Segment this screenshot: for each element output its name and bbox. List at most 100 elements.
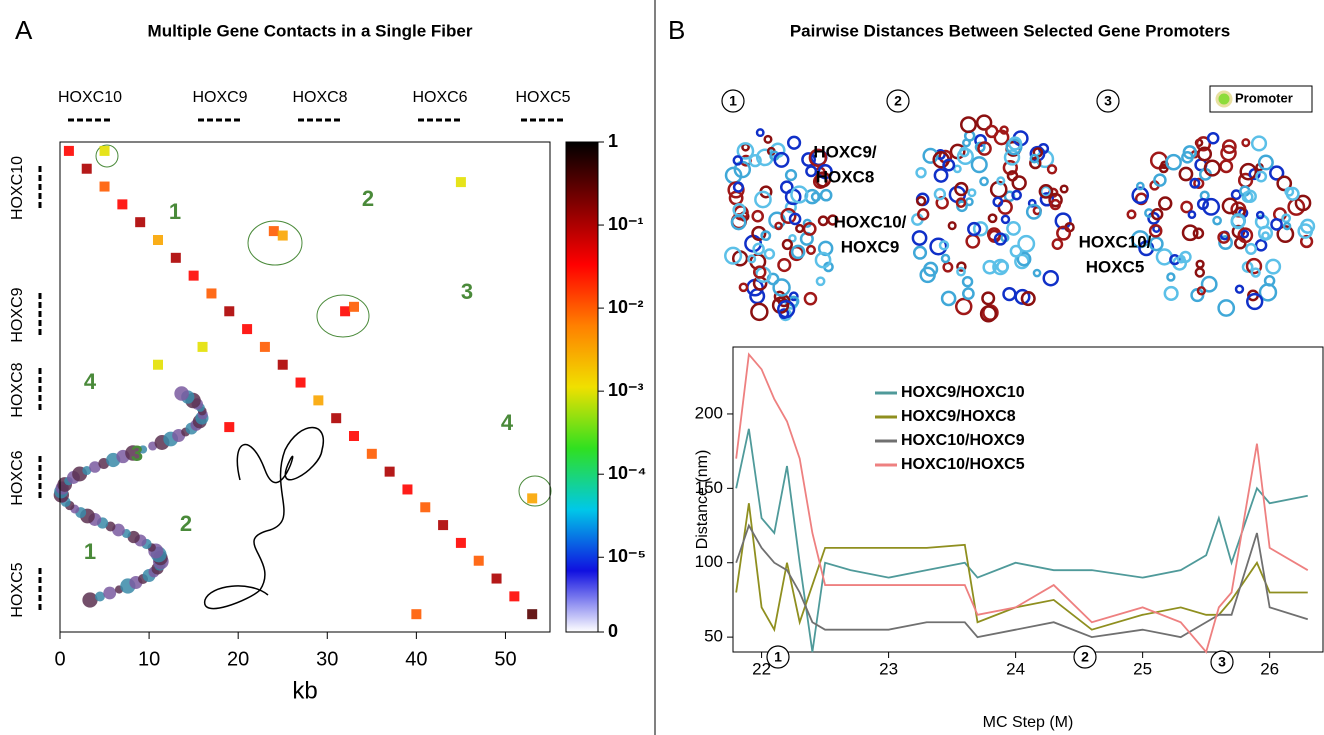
bead (1218, 235, 1234, 251)
bead (1049, 198, 1062, 211)
bead (911, 230, 928, 246)
bead (1282, 221, 1292, 231)
snapshot-label: 1 (729, 93, 737, 109)
bead (751, 225, 767, 241)
contact-cell (313, 395, 324, 406)
contact-cell (384, 466, 395, 477)
bead (1158, 163, 1169, 174)
bead (981, 291, 996, 306)
bead (1163, 285, 1179, 301)
colorbar-label: 0 (608, 621, 618, 641)
contact-cell (117, 199, 128, 210)
gene-label: HOXC9 (9, 287, 26, 342)
bead (805, 165, 818, 178)
region-label: 1 (84, 539, 96, 564)
bead (1217, 230, 1231, 244)
bead (732, 155, 743, 166)
contact-cell (277, 230, 288, 241)
bead (977, 141, 992, 156)
x-tick-label: 0 (54, 648, 65, 670)
colorbar-label: 10⁻² (608, 297, 644, 317)
contact-cell (224, 422, 235, 433)
contact-cell (295, 377, 306, 388)
bead (1285, 186, 1300, 201)
bead (956, 261, 967, 272)
bead (1269, 165, 1285, 181)
bead (1294, 194, 1312, 212)
title: Multiple Gene Contacts in a Single Fiber (148, 21, 473, 40)
contact-cell (242, 324, 253, 335)
bead (780, 207, 797, 225)
bead (763, 248, 776, 260)
pair-label: HOXC5 (1086, 257, 1145, 276)
series-line (735, 352, 1309, 654)
series-line (735, 523, 1309, 639)
bead (138, 445, 148, 454)
contact-cell (402, 484, 413, 495)
contact-cell (509, 591, 520, 602)
snapshot-circle (1096, 89, 1120, 113)
bead (1246, 292, 1264, 311)
bead (1181, 151, 1194, 164)
x-tick-label: 26 (1260, 659, 1279, 678)
bead (786, 135, 802, 150)
bead (817, 215, 829, 227)
bead (1255, 210, 1265, 220)
bead (1219, 159, 1234, 174)
bead (1009, 244, 1023, 258)
bead (979, 176, 989, 187)
bead (1230, 214, 1246, 230)
bead (970, 156, 988, 174)
bead (103, 586, 117, 600)
bead (777, 300, 796, 319)
bead (730, 214, 747, 231)
snapshot-circle (886, 89, 910, 113)
series-line (735, 503, 1308, 633)
bead (1011, 189, 1022, 201)
bead (985, 124, 999, 139)
bead (1196, 286, 1207, 296)
bead (958, 146, 970, 158)
bead (940, 290, 957, 307)
bead (993, 232, 1008, 246)
bead (1165, 153, 1182, 171)
contact-cell (349, 301, 359, 312)
bead (82, 592, 98, 608)
bead (1200, 275, 1218, 293)
bead (912, 245, 928, 260)
bead (94, 591, 105, 602)
contact-cell (197, 341, 208, 352)
bead (987, 213, 998, 224)
gene-label: HOXC5 (9, 562, 26, 617)
bead (962, 287, 975, 300)
bead (1196, 198, 1210, 211)
bead (933, 187, 947, 201)
contact-cell (340, 306, 351, 317)
bead (751, 209, 764, 223)
contact-cell (420, 502, 431, 513)
contact-cell (81, 163, 92, 174)
bead (999, 125, 1009, 135)
bead (1029, 153, 1040, 164)
bead (965, 233, 981, 249)
bead (1237, 227, 1254, 244)
bead (750, 302, 769, 322)
bead (929, 237, 948, 256)
bead (1046, 164, 1058, 175)
contact-cell (366, 448, 377, 459)
bead (1135, 181, 1145, 191)
contact-cell (527, 609, 538, 620)
contact-cell (224, 306, 235, 317)
x-tick-label: 23 (879, 659, 898, 678)
pair-label: HOXC8 (816, 167, 875, 186)
bead (752, 242, 765, 256)
bead (773, 151, 790, 168)
colorbar-label: 10⁻⁴ (608, 463, 646, 483)
bead (1265, 258, 1282, 275)
bead (1032, 268, 1042, 278)
bead (922, 147, 939, 164)
bead (790, 185, 809, 204)
bead (1220, 144, 1237, 162)
bead (1025, 203, 1042, 220)
decoration (53, 114, 1316, 608)
